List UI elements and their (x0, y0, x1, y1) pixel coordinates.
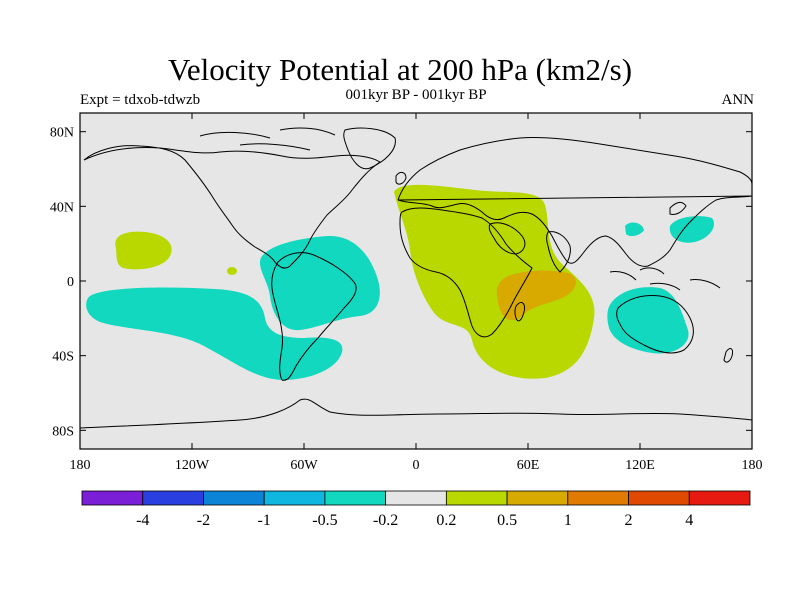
greenland-coastline (343, 127, 396, 170)
colorbar-label: 0.2 (436, 512, 456, 529)
colorbar-swatch (567, 490, 629, 506)
colorbar-swatch (688, 490, 751, 506)
new-zealand-coastline (723, 348, 733, 363)
south-america-negative-region (259, 235, 380, 331)
colorbar-swatch (385, 490, 447, 506)
colorbar-swatch (445, 490, 508, 506)
experiment-label: Expt = tdxob-tdwzb (80, 92, 201, 108)
central-america-positive-spot (227, 267, 237, 275)
colorbar-swatch (324, 490, 387, 506)
map-title: Velocity Potential at 200 hPa (km2/s) (167, 52, 633, 87)
lat-tick-label: 40S (52, 350, 74, 365)
colorbar-swatch (142, 490, 204, 506)
colorbar-swatch (628, 490, 690, 506)
colorbar-swatch (263, 490, 326, 506)
east-asia-negative-region (625, 222, 644, 237)
arabian-peninsula-coastline (488, 222, 526, 255)
india-coastline (546, 231, 571, 273)
south-america-coastline (271, 252, 357, 381)
colorbar-swatch (203, 490, 265, 506)
lon-tick-label: 180 (70, 458, 91, 473)
latitude-axis: 80N 40N 0 40S 80S (50, 126, 752, 439)
colorbar-label: 1 (564, 512, 572, 529)
eurasia-coastline (397, 136, 752, 267)
colorbar: -4 -2 -1 -0.5 -0.2 0.2 0.5 1 2 4 (81, 490, 751, 529)
colorbar-label: -0.2 (373, 512, 398, 529)
lon-tick-label: 60E (517, 458, 540, 473)
colorbar-swatch (81, 490, 144, 506)
africa-coastline (399, 207, 533, 338)
colorbar-label: 2 (625, 512, 633, 529)
antarctica-coastline (80, 398, 752, 429)
canadian-archipelago-coastline (199, 127, 336, 151)
lon-tick-label: 0 (413, 458, 420, 473)
map-background (80, 113, 752, 449)
shaded-fields (86, 184, 715, 380)
australia-negative-region (607, 287, 689, 354)
coastlines (80, 127, 752, 429)
lon-tick-label: 120E (625, 458, 655, 473)
lat-tick-label: 40N (50, 200, 74, 215)
colorbar-label: 4 (685, 512, 693, 529)
africa-indian-ocean-positive-region (394, 184, 595, 379)
lat-tick-label: 0 (67, 275, 74, 290)
north-america-coastline (83, 145, 381, 269)
japan-coastline (669, 201, 687, 215)
north-pacific-positive-region (115, 231, 172, 270)
australia-coastline (616, 295, 694, 354)
colorbar-label: -1 (258, 512, 271, 529)
lon-tick-label: 180 (742, 458, 763, 473)
indian-ocean-core-positive-region (496, 270, 576, 321)
longitude-axis: 180 120W 60W 0 60E 120E 180 (70, 113, 763, 473)
madagascar-coastline (514, 301, 525, 322)
west-pacific-negative-region (669, 216, 715, 243)
british-isles-coastline (395, 171, 407, 185)
lon-tick-label: 60W (290, 458, 318, 473)
colorbar-label: -4 (136, 512, 149, 529)
period-subtitle: 001kyr BP - 001kyr BP (345, 87, 487, 103)
lat-tick-label: 80N (50, 126, 74, 141)
south-pacific-negative-region (86, 287, 343, 380)
season-label: ANN (721, 92, 755, 108)
colorbar-label: -0.5 (312, 512, 337, 529)
colorbar-label: 0.5 (497, 512, 517, 529)
colorbar-swatch (506, 490, 569, 506)
lon-tick-label: 120W (175, 458, 210, 473)
maritime-continent-coastline (609, 267, 721, 291)
colorbar-label: -2 (197, 512, 210, 529)
lat-tick-label: 80S (52, 424, 74, 439)
